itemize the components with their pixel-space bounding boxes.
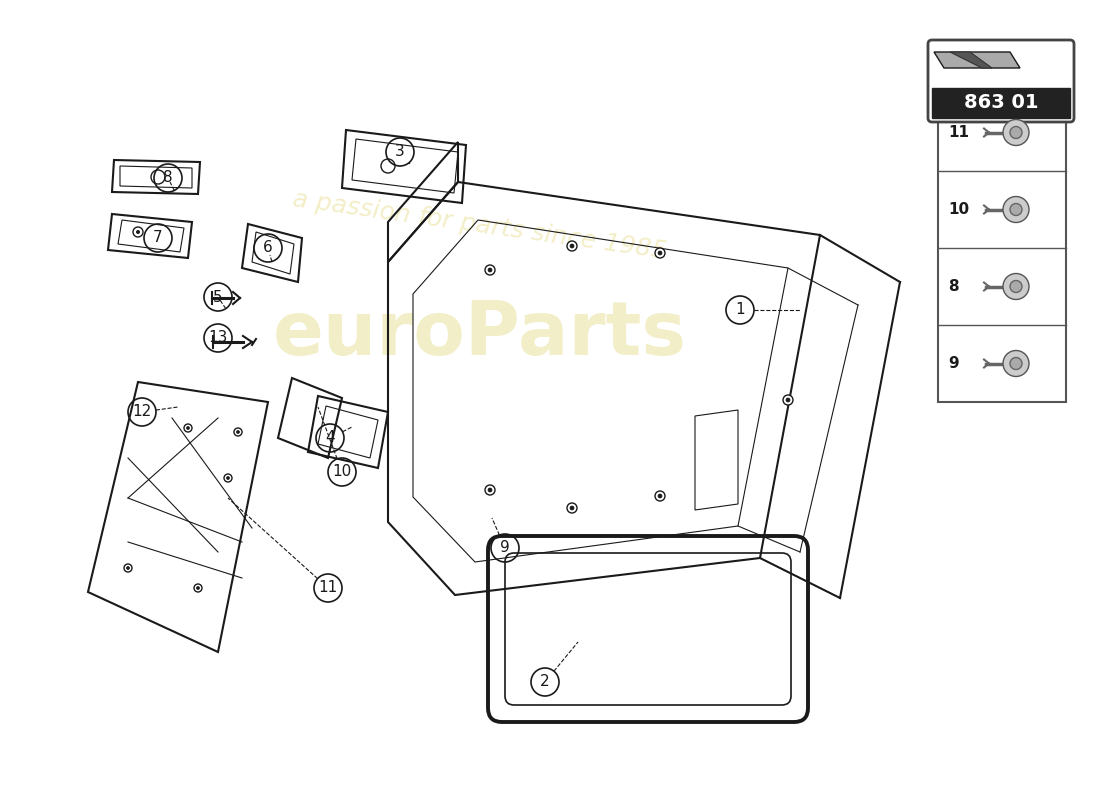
- Text: euroParts: euroParts: [273, 298, 688, 371]
- Circle shape: [224, 474, 232, 482]
- Circle shape: [1003, 197, 1028, 222]
- Circle shape: [570, 244, 574, 248]
- Circle shape: [234, 428, 242, 436]
- Circle shape: [658, 494, 662, 498]
- Circle shape: [485, 485, 495, 495]
- Text: 7: 7: [153, 230, 163, 246]
- Circle shape: [184, 424, 192, 432]
- Circle shape: [1003, 350, 1028, 377]
- Polygon shape: [934, 52, 1020, 68]
- Circle shape: [187, 426, 189, 430]
- Text: 8: 8: [948, 279, 958, 294]
- Circle shape: [124, 564, 132, 572]
- Text: 6: 6: [263, 241, 273, 255]
- Circle shape: [1010, 358, 1022, 370]
- Circle shape: [488, 268, 492, 272]
- Text: 12: 12: [132, 405, 152, 419]
- Circle shape: [227, 477, 230, 479]
- Text: a passion for parts since 1985: a passion for parts since 1985: [292, 187, 669, 263]
- Circle shape: [1003, 119, 1028, 146]
- Circle shape: [786, 398, 790, 402]
- Circle shape: [1010, 126, 1022, 138]
- Circle shape: [197, 586, 199, 590]
- Circle shape: [485, 265, 495, 275]
- Text: 5: 5: [213, 290, 223, 305]
- Circle shape: [566, 503, 578, 513]
- FancyBboxPatch shape: [932, 88, 1070, 118]
- Circle shape: [1003, 274, 1028, 299]
- Circle shape: [654, 491, 666, 501]
- Circle shape: [566, 241, 578, 251]
- Circle shape: [236, 430, 240, 434]
- FancyBboxPatch shape: [928, 40, 1074, 122]
- Text: 8: 8: [163, 170, 173, 186]
- Text: 11: 11: [318, 581, 338, 595]
- Text: 10: 10: [332, 465, 352, 479]
- Circle shape: [488, 488, 492, 492]
- Circle shape: [783, 395, 793, 405]
- Text: 2: 2: [540, 674, 550, 690]
- Text: 4: 4: [326, 430, 334, 446]
- Circle shape: [570, 506, 574, 510]
- Text: 3: 3: [395, 145, 405, 159]
- Circle shape: [658, 251, 662, 255]
- Circle shape: [126, 566, 130, 570]
- FancyBboxPatch shape: [938, 94, 1066, 402]
- Text: 9: 9: [500, 541, 510, 555]
- Text: 13: 13: [208, 330, 228, 346]
- Text: 863 01: 863 01: [964, 94, 1038, 113]
- Circle shape: [1010, 281, 1022, 293]
- Circle shape: [1010, 203, 1022, 215]
- Circle shape: [133, 227, 143, 237]
- Text: 1: 1: [735, 302, 745, 318]
- Circle shape: [194, 584, 202, 592]
- Polygon shape: [950, 52, 992, 68]
- Text: 9: 9: [948, 356, 958, 371]
- Text: 11: 11: [948, 125, 969, 140]
- Text: 10: 10: [948, 202, 969, 217]
- Circle shape: [654, 248, 666, 258]
- Circle shape: [136, 230, 140, 234]
